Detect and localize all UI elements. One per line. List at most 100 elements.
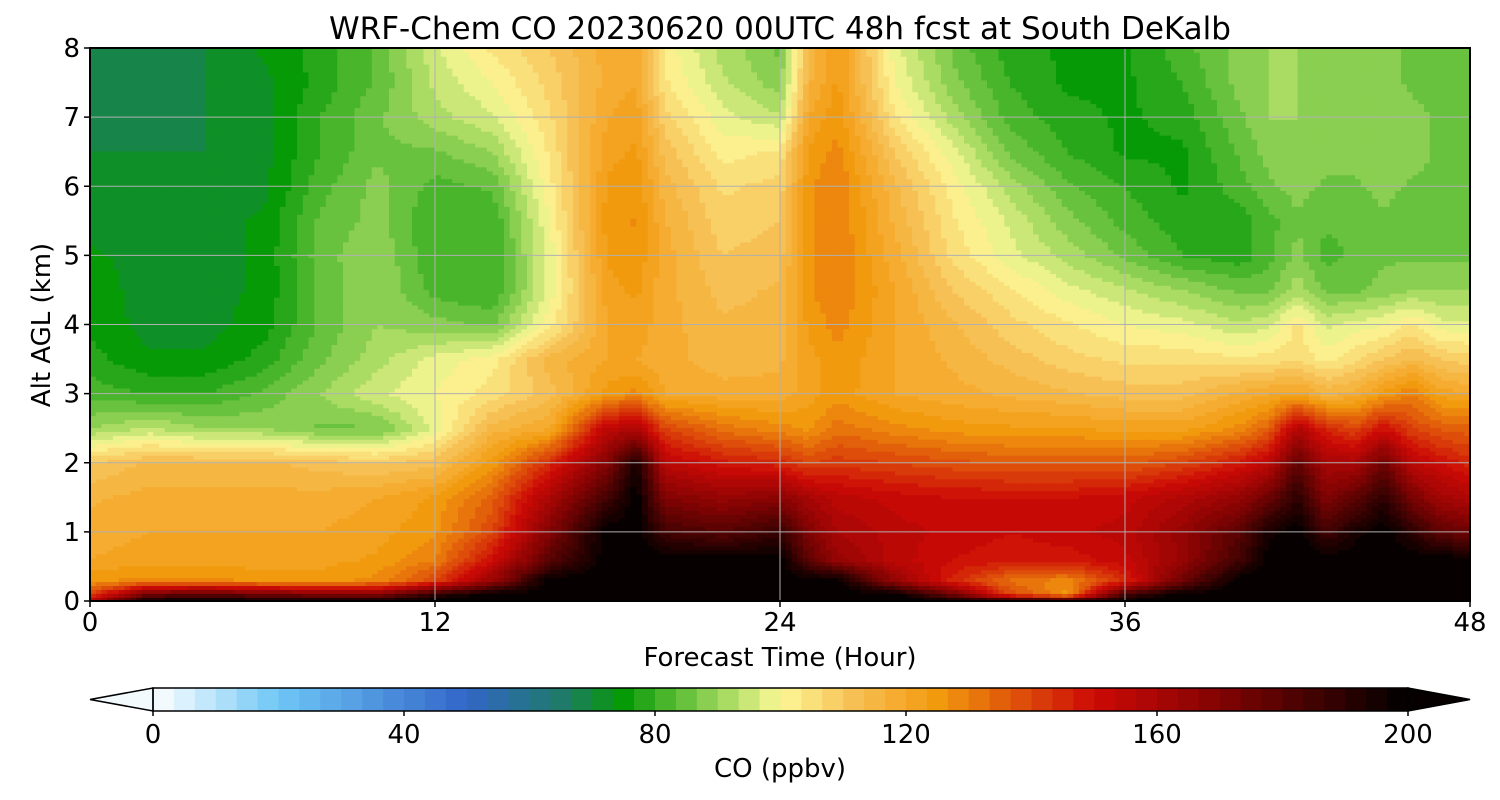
heatmap-cell	[1263, 593, 1270, 598]
heatmap-cell	[136, 597, 143, 601]
heatmap-cell	[452, 593, 459, 598]
heatmap-cell	[176, 589, 183, 594]
heatmap-cell	[274, 589, 281, 594]
heatmap-cell	[665, 589, 672, 594]
heatmap-cell	[1067, 597, 1075, 601]
heatmap-cell	[130, 589, 137, 594]
heatmap-cell	[1383, 593, 1391, 598]
heatmap-cell	[1033, 593, 1040, 598]
heatmap-cell	[527, 589, 534, 594]
heatmap-cell	[1424, 589, 1431, 594]
heatmap-cell	[216, 585, 224, 590]
heatmap-cell	[624, 585, 632, 590]
heatmap-cell	[1240, 597, 1247, 601]
heatmap-cell	[849, 585, 856, 590]
heatmap-cell	[95, 593, 103, 598]
heatmap-cell	[251, 585, 258, 590]
heatmap-cell	[538, 593, 546, 598]
heatmap-cell	[946, 593, 954, 598]
heatmap-cell	[1464, 597, 1470, 601]
heatmap-cell	[682, 589, 689, 594]
heatmap-cell	[113, 593, 120, 598]
heatmap-cell	[1303, 589, 1310, 594]
heatmap-cell	[1119, 589, 1126, 594]
heatmap-cell	[1240, 589, 1247, 594]
heatmap-cell	[1412, 589, 1420, 594]
heatmap-cell	[1251, 589, 1259, 594]
heatmap-cell	[1165, 593, 1172, 598]
heatmap-cell	[504, 597, 511, 601]
heatmap-cell	[147, 593, 155, 598]
heatmap-cell	[659, 589, 666, 594]
heatmap-cell	[998, 593, 1006, 598]
heatmap-cell	[527, 597, 534, 601]
heatmap-cell	[1113, 597, 1121, 601]
heatmap-cell	[877, 589, 885, 594]
heatmap-cell	[1222, 597, 1230, 601]
heatmap-cell	[728, 597, 735, 601]
heatmap-cell	[1107, 593, 1115, 598]
heatmap-cell	[780, 593, 787, 598]
heatmap-cell	[337, 589, 344, 594]
heatmap-cell	[279, 585, 287, 590]
heatmap-cell	[130, 597, 137, 601]
heatmap-cell	[1291, 589, 1299, 594]
heatmap-cell	[561, 597, 569, 601]
heatmap-cell	[389, 585, 396, 590]
heatmap-cell	[941, 593, 948, 598]
heatmap-cell	[601, 597, 609, 601]
heatmap-cell	[831, 597, 839, 601]
heatmap-cell	[475, 593, 482, 598]
heatmap-cell	[1199, 597, 1207, 601]
heatmap-cell	[113, 597, 120, 601]
heatmap-cell	[1401, 589, 1408, 594]
heatmap-cell	[406, 589, 413, 594]
heatmap-cell	[452, 597, 459, 601]
heatmap-cell	[601, 593, 609, 598]
heatmap-cell	[486, 593, 494, 598]
heatmap-cell	[245, 597, 252, 601]
heatmap-cell	[193, 585, 201, 590]
heatmap-cell	[1125, 589, 1132, 594]
heatmap-cell	[107, 597, 114, 601]
heatmap-cell	[423, 589, 431, 594]
heatmap-cell	[544, 585, 551, 590]
heatmap-cell	[872, 589, 879, 594]
heatmap-cell	[872, 597, 879, 601]
heatmap-cell	[555, 585, 563, 590]
heatmap-cell	[1142, 589, 1149, 594]
heatmap-cell	[233, 589, 241, 594]
heatmap-cell	[141, 593, 149, 598]
heatmap-cell	[1073, 597, 1080, 601]
heatmap-cell	[297, 597, 304, 601]
heatmap-cell	[607, 589, 615, 594]
heatmap-cell	[279, 589, 287, 594]
heatmap-cell	[463, 597, 471, 601]
heatmap-cell	[837, 597, 845, 601]
heatmap-cell	[354, 585, 362, 590]
heatmap-cell	[504, 593, 511, 598]
heatmap-cell	[1182, 597, 1190, 601]
heatmap-cell	[992, 597, 1000, 601]
heatmap-cell	[1360, 597, 1368, 601]
heatmap-cell	[113, 589, 120, 594]
heatmap-cell	[1056, 593, 1063, 598]
heatmap-cell	[745, 593, 753, 598]
heatmap-cell	[1366, 597, 1374, 601]
heatmap-cell	[325, 597, 333, 601]
heatmap-cell	[1027, 597, 1034, 601]
heatmap-cell	[118, 597, 126, 601]
heatmap-cell	[826, 589, 833, 594]
heatmap-cell	[1153, 589, 1161, 594]
heatmap-cell	[1395, 597, 1402, 601]
heatmap-cell	[803, 597, 810, 601]
heatmap-cell	[1274, 589, 1282, 594]
heatmap-cell	[1441, 597, 1448, 601]
heatmap-cell	[314, 585, 321, 590]
heatmap-cell	[619, 589, 626, 594]
heatmap-cell	[596, 593, 603, 598]
heatmap-cell	[325, 593, 333, 598]
heatmap-cell	[1102, 589, 1109, 594]
heatmap-cell	[814, 593, 822, 598]
heatmap-cell	[1171, 597, 1178, 601]
